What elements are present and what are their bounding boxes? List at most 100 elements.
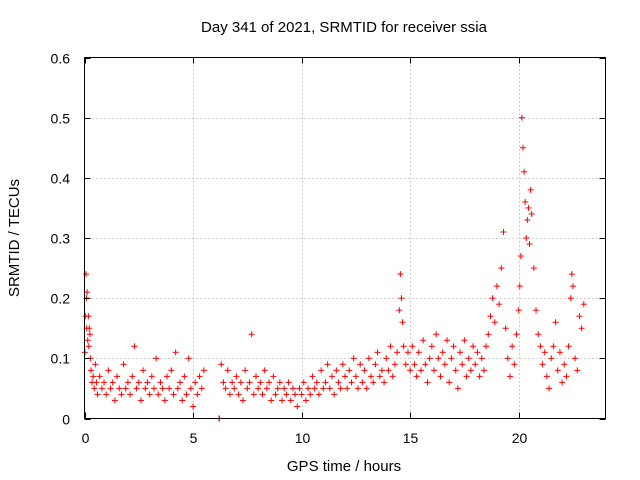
data-point xyxy=(554,367,561,374)
data-point xyxy=(133,385,140,392)
data-point xyxy=(194,391,201,398)
data-point xyxy=(523,235,530,241)
data-point xyxy=(572,355,579,362)
data-point xyxy=(391,361,398,368)
data-point xyxy=(526,241,533,248)
data-point xyxy=(565,343,572,350)
data-point xyxy=(359,379,366,386)
data-point xyxy=(437,373,444,380)
data-point xyxy=(424,379,431,386)
data-point xyxy=(439,349,446,356)
data-point xyxy=(535,331,542,338)
data-point xyxy=(248,331,255,338)
data-point xyxy=(381,379,388,386)
data-point xyxy=(485,331,492,338)
data-point xyxy=(370,379,377,386)
data-point xyxy=(161,397,168,404)
y-tick-label: 0.4 xyxy=(51,171,71,187)
data-point xyxy=(144,379,151,386)
data-point xyxy=(96,373,103,380)
data-point xyxy=(300,379,307,386)
data-point xyxy=(533,307,540,314)
data-point xyxy=(239,397,246,404)
data-point xyxy=(431,367,438,374)
data-point xyxy=(163,373,170,380)
x-tick-label: 15 xyxy=(403,430,419,446)
data-point xyxy=(101,379,108,386)
data-point xyxy=(268,397,275,404)
data-point xyxy=(86,325,93,332)
data-point xyxy=(520,144,527,151)
data-point xyxy=(509,343,516,350)
data-point xyxy=(422,361,429,368)
x-tick-label: 0 xyxy=(82,430,90,446)
data-point xyxy=(179,397,186,404)
data-point xyxy=(274,385,281,392)
data-point xyxy=(457,349,464,356)
data-point xyxy=(222,385,229,392)
data-point xyxy=(120,361,127,368)
data-point xyxy=(226,391,233,398)
data-point xyxy=(85,343,92,350)
data-point xyxy=(428,343,435,350)
data-point xyxy=(396,307,403,314)
x-tick-label: 20 xyxy=(512,430,528,446)
data-point xyxy=(122,385,129,392)
data-point xyxy=(242,367,249,374)
data-point xyxy=(357,361,364,368)
data-point xyxy=(318,367,325,374)
y-tick-label: 0.5 xyxy=(51,111,71,127)
data-point xyxy=(233,373,240,380)
data-point xyxy=(331,391,338,398)
data-point xyxy=(511,361,518,368)
y-tick-label: 0.2 xyxy=(51,291,71,307)
data-point xyxy=(109,379,116,386)
data-point xyxy=(148,373,155,380)
data-point xyxy=(385,367,392,374)
data-point xyxy=(513,331,520,338)
data-point xyxy=(281,385,288,392)
data-point xyxy=(85,313,92,320)
data-point xyxy=(378,367,385,374)
data-point xyxy=(337,385,344,392)
data-point xyxy=(578,325,585,332)
data-point xyxy=(567,295,574,302)
data-point xyxy=(342,373,348,380)
data-point xyxy=(218,361,225,368)
data-point xyxy=(231,385,238,392)
axis-ticks xyxy=(84,57,606,420)
data-point xyxy=(400,343,407,350)
data-point xyxy=(111,397,118,404)
y-axis-tick-labels: 0 0.1 0.2 0.3 0.4 0.5 0.6 xyxy=(51,51,71,428)
data-point xyxy=(220,379,227,386)
data-point xyxy=(543,373,550,380)
data-point xyxy=(298,391,305,398)
data-point xyxy=(150,385,157,392)
data-point xyxy=(368,373,375,380)
data-point xyxy=(397,271,404,278)
data-point xyxy=(355,385,362,392)
data-point xyxy=(190,403,197,410)
data-point xyxy=(142,385,149,392)
data-point xyxy=(346,367,353,374)
data-point xyxy=(187,385,194,392)
data-point xyxy=(407,367,414,374)
data-point xyxy=(339,361,346,368)
data-point xyxy=(389,373,396,380)
data-point xyxy=(305,385,312,392)
data-points xyxy=(81,114,587,422)
data-point xyxy=(246,379,253,386)
data-point xyxy=(472,361,479,368)
data-point xyxy=(322,379,329,386)
y-axis-label: SRMTID / TECUs xyxy=(6,179,23,297)
data-point xyxy=(550,343,557,350)
data-point xyxy=(561,361,568,368)
data-point xyxy=(394,349,401,356)
data-point xyxy=(292,391,299,398)
data-point xyxy=(263,385,270,392)
data-point xyxy=(103,391,110,398)
data-point xyxy=(153,355,160,362)
data-point xyxy=(159,385,166,392)
data-point xyxy=(129,373,136,380)
data-point xyxy=(302,397,309,404)
